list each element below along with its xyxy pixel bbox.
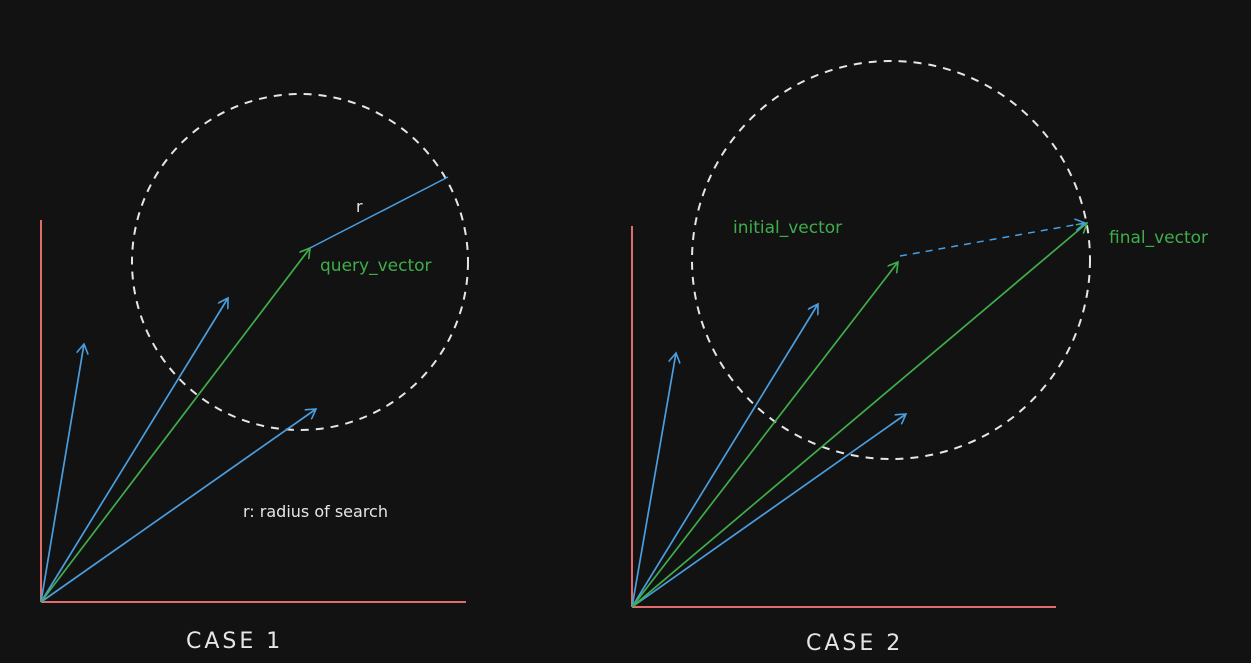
case2-final-vector — [631, 223, 1087, 608]
case1-query-vector — [40, 248, 310, 603]
case2-search-circle — [691, 60, 1091, 460]
case1-radius-legend: r: radius of search — [243, 502, 388, 521]
case1-radius-label: r — [356, 197, 363, 216]
case1-blue-vector-3 — [40, 409, 316, 603]
case-1-panel: r query_vector r: radius of search CASE … — [40, 93, 469, 654]
case-2-panel: initial_vector final_vector CASE 2 — [631, 60, 1208, 656]
case2-title: CASE 2 — [806, 631, 903, 656]
case1-blue-vector-2 — [40, 298, 228, 603]
case2-blue-vector-1 — [631, 353, 676, 608]
case1-radius-line — [309, 176, 449, 249]
case1-search-circle — [131, 93, 469, 431]
case2-initial-label: initial_vector — [733, 218, 842, 238]
case1-title: CASE 1 — [186, 629, 283, 654]
case1-blue-vector-1 — [40, 344, 84, 603]
case2-final-label: final_vector — [1109, 228, 1208, 248]
case2-blue-vector-3 — [631, 414, 906, 608]
case2-blue-vector-2 — [631, 304, 818, 608]
case2-move-line — [899, 223, 1085, 257]
case1-query-label: query_vector — [320, 256, 432, 276]
case2-initial-vector — [631, 262, 898, 608]
